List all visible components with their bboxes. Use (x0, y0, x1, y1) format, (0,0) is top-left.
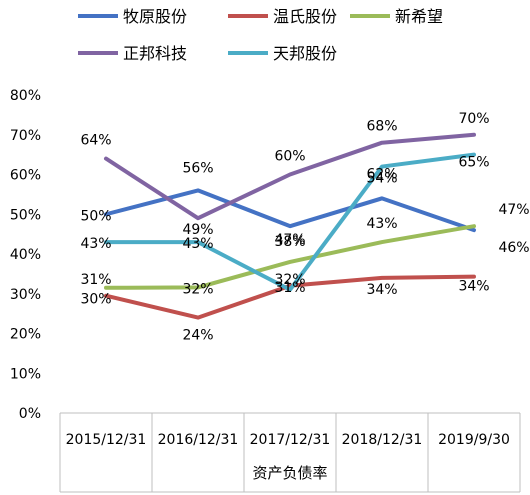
data-label: 32% (274, 272, 305, 288)
x-tick-label: 2017/12/31 (250, 432, 331, 448)
x-tick-label: 2018/12/31 (342, 432, 423, 448)
x-tick-label: 2019/9/30 (438, 432, 510, 448)
data-label: 34% (458, 279, 489, 295)
data-label: 31% (80, 272, 111, 288)
data-label: 54% (366, 170, 397, 186)
data-label: 46% (498, 240, 529, 256)
x-axis: 资产负债率 2015/12/31 2016/12/31 2017/12/31 2018… (59, 412, 521, 493)
data-label: 43% (366, 216, 397, 232)
data-label: 64% (80, 133, 111, 149)
data-label: 31% (274, 280, 305, 296)
data-label: 68% (366, 119, 397, 135)
data-label: 30% (80, 292, 111, 308)
data-label: 34% (366, 282, 397, 298)
y-tick-label: 0% (19, 406, 41, 422)
y-tick-label: 80% (10, 88, 41, 104)
x-axis-title: 资产负债率 (252, 464, 327, 482)
data-label: 43% (182, 236, 213, 252)
legend-label: 正邦科技 (123, 44, 187, 63)
data-label: 38% (274, 234, 305, 250)
y-tick-label: 60% (10, 168, 41, 184)
data-label: 47% (498, 202, 529, 218)
y-tick-label: 50% (10, 207, 41, 223)
x-tick-label: 2016/12/31 (158, 432, 239, 448)
series-line (104, 224, 476, 290)
y-tick-label: 40% (10, 247, 41, 263)
y-tick-label: 10% (10, 366, 41, 382)
x-tick-label: 2015/12/31 (66, 432, 147, 448)
legend-label: 新希望 (395, 7, 443, 26)
y-tick-label: 70% (10, 128, 41, 144)
data-label: 32% (182, 281, 213, 297)
data-label: 47% (274, 232, 305, 248)
y-tick-label: 20% (10, 327, 41, 343)
legend-label: 天邦股份 (273, 44, 337, 63)
data-label: 43% (80, 236, 111, 252)
series-line (104, 274, 476, 320)
series-group (104, 132, 476, 320)
data-label: 60% (274, 149, 305, 165)
legend-label: 牧原股份 (123, 7, 187, 26)
data-label: 49% (182, 222, 213, 238)
series-line (104, 152, 476, 292)
data-label: 50% (80, 208, 111, 224)
data-label: 65% (458, 155, 489, 171)
y-axis: 0% 10% 20% 30% 40% 50% 60% 70% 80% (10, 88, 41, 422)
data-label: 62% (366, 167, 397, 183)
data-label: 24% (182, 328, 213, 344)
data-label: 56% (182, 160, 213, 176)
y-tick-label: 30% (10, 287, 41, 303)
series-line (104, 132, 476, 221)
data-label: 70% (458, 111, 489, 127)
data-labels: 50%56%47%54%46%30%24%31% 34% 34%31%32%38%4… (80, 111, 529, 344)
legend-label: 温氏股份 (273, 7, 337, 26)
